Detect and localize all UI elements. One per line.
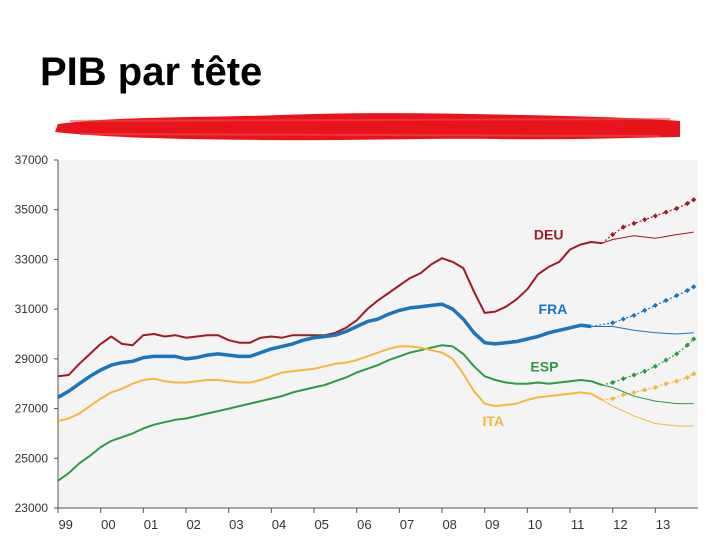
series-label-layer: DEU FRA ESP ITA xyxy=(482,227,567,429)
deu-forecast-point xyxy=(652,213,658,219)
x-axis: 99 00 01 02 03 04 05 06 07 08 09 10 11 12 13 xyxy=(57,507,698,532)
deu-forecast-point xyxy=(691,197,697,203)
x-tick-label: 08 xyxy=(442,517,456,532)
x-tick-label: 03 xyxy=(229,517,243,532)
y-tick-label: 35000 xyxy=(15,203,49,217)
ita-forecast-point xyxy=(652,384,658,391)
fra-forecast-point xyxy=(674,292,680,299)
fra-forecast-line xyxy=(591,286,695,328)
ita-forecast-point xyxy=(620,392,626,398)
x-tick-label: 06 xyxy=(357,517,371,532)
ita-forecast-point xyxy=(631,389,637,396)
x-tick-label: 13 xyxy=(656,517,670,532)
ita-forecast-point xyxy=(663,381,669,387)
fra-forecast-point xyxy=(642,307,648,313)
fra-baseline-line xyxy=(591,326,694,335)
esp-actual-line xyxy=(57,344,603,482)
esp-series-label: ESP xyxy=(530,358,558,374)
esp-forecast-point xyxy=(620,376,626,382)
ita-series-label: ITA xyxy=(482,413,504,429)
x-tick-label: 05 xyxy=(314,517,328,532)
esp-forecast-point xyxy=(652,363,658,369)
x-tick-label: 09 xyxy=(485,517,499,532)
ita-actual-line xyxy=(57,345,603,422)
y-axis: 23000 25000 27000 29000 31000 33000 35000 37000 xyxy=(15,153,59,515)
ita-forecast-point xyxy=(674,378,680,384)
x-tick-label: 00 xyxy=(101,517,115,532)
x-tick-label: 07 xyxy=(400,517,414,532)
ita-forecast-point xyxy=(642,387,648,393)
y-tick-label: 23000 xyxy=(15,501,49,515)
deu-baseline-line xyxy=(601,231,694,244)
fra-series-label: FRA xyxy=(539,301,568,317)
deu-forecast-point xyxy=(620,224,626,230)
esp-forecast-point xyxy=(684,342,690,348)
deu-series-label: DEU xyxy=(534,227,564,243)
y-tick-label: 33000 xyxy=(15,252,49,266)
plot-background xyxy=(58,160,698,508)
esp-forecast-point xyxy=(610,379,616,386)
esp-baseline-line xyxy=(601,384,694,405)
x-tick-label: 04 xyxy=(272,517,286,532)
ita-forecast-point xyxy=(610,396,616,402)
deu-actual-line xyxy=(57,241,603,378)
y-tick-label: 31000 xyxy=(15,302,49,316)
fra-forecast-point xyxy=(684,287,690,294)
deu-forecast-point xyxy=(610,231,616,238)
fra-actual-line xyxy=(57,302,592,399)
deu-forecast-point xyxy=(631,220,637,226)
y-tick-label: 27000 xyxy=(15,402,49,416)
fra-forecast-point xyxy=(652,302,658,309)
red-brush-stroke xyxy=(55,113,680,141)
x-tick-label: 99 xyxy=(58,517,72,532)
x-tick-label: 12 xyxy=(613,517,627,532)
ita-forecast-point xyxy=(684,374,690,381)
fra-forecast-point xyxy=(620,316,626,322)
x-tick-label: 11 xyxy=(571,517,585,532)
fra-forecast-point xyxy=(610,320,616,326)
deu-forecast-point xyxy=(674,205,680,212)
x-tick-label: 02 xyxy=(186,517,200,532)
esp-forecast-point xyxy=(642,368,648,374)
fra-forecast-point xyxy=(691,284,697,290)
ita-forecast-point xyxy=(691,371,697,377)
y-tick-label: 37000 xyxy=(15,153,49,167)
x-tick-label: 01 xyxy=(144,517,158,532)
deu-forecast-point xyxy=(684,200,690,207)
esp-forecast-point xyxy=(663,357,669,363)
fra-forecast-point xyxy=(631,312,637,318)
series-layer xyxy=(57,197,697,482)
esp-forecast-line xyxy=(601,338,695,386)
x-tick-label: 10 xyxy=(528,517,542,532)
deu-forecast-line xyxy=(601,199,695,244)
ita-baseline-line xyxy=(601,399,694,427)
esp-forecast-point xyxy=(674,351,680,357)
esp-forecast-point xyxy=(691,336,697,342)
y-tick-label: 29000 xyxy=(15,352,49,366)
esp-forecast-point xyxy=(631,372,637,378)
deu-forecast-point xyxy=(642,217,648,223)
y-tick-label: 25000 xyxy=(15,451,49,465)
fra-forecast-point xyxy=(663,297,669,304)
ita-forecast-line xyxy=(601,373,695,401)
red-brush-stroke-texture xyxy=(69,118,671,137)
page-title: PIB par tête xyxy=(40,50,263,94)
deu-forecast-point xyxy=(663,209,669,215)
